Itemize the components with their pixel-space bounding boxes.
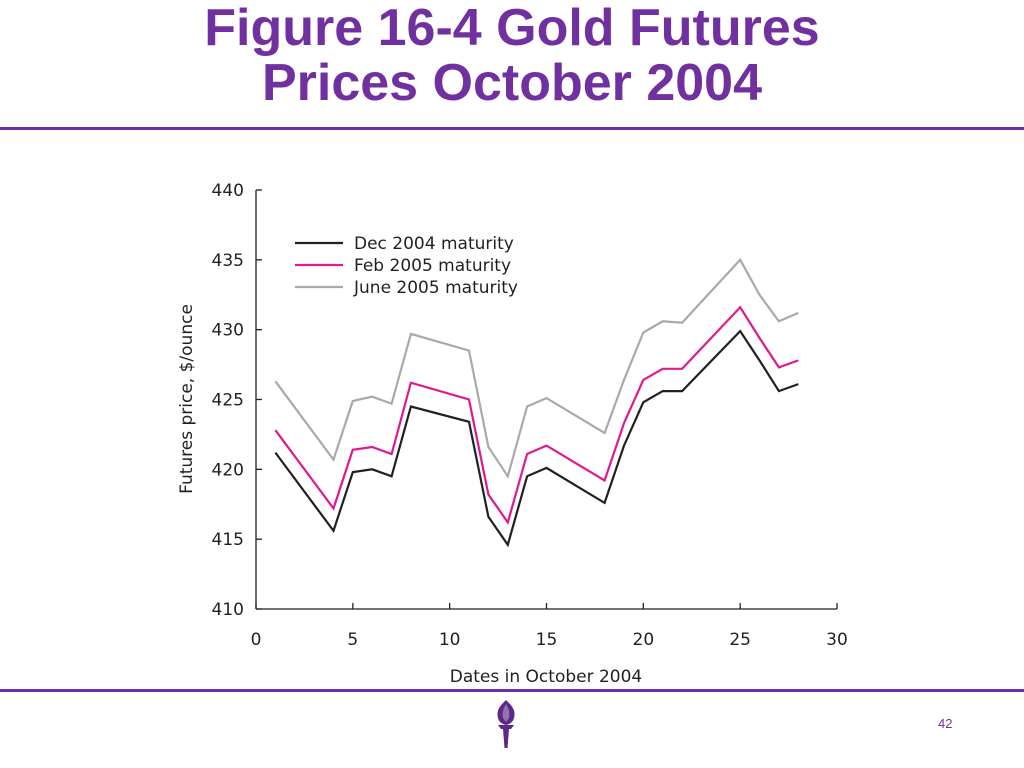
title-divider xyxy=(0,127,1024,130)
slide-title: Figure 16-4 Gold Futures Prices October … xyxy=(0,1,1024,111)
chart-series-lines xyxy=(274,257,799,548)
legend-label-1: Feb 2005 maturity xyxy=(354,256,511,276)
y-tick-label: 440 xyxy=(212,181,244,201)
y-tick-label: 415 xyxy=(212,530,244,550)
torch-icon xyxy=(497,700,515,748)
y-tick-label: 410 xyxy=(212,600,244,620)
slide-number: 42 xyxy=(938,716,953,731)
series-line-0 xyxy=(274,329,799,548)
x-tick-label: 10 xyxy=(439,630,461,650)
x-tick-label: 15 xyxy=(536,630,558,650)
slide-title-line-1: Figure 16-4 Gold Futures xyxy=(204,0,820,57)
footer-divider xyxy=(0,689,1024,692)
y-tick-label: 430 xyxy=(212,321,244,341)
x-tick-label: 5 xyxy=(347,630,358,650)
legend-label-2: June 2005 maturity xyxy=(353,278,518,298)
y-tick-label: 420 xyxy=(212,460,244,480)
x-axis-label: Dates in October 2004 xyxy=(450,667,643,687)
x-tick-label: 25 xyxy=(729,630,751,650)
y-axis-label: Futures price, $/ounce xyxy=(177,304,197,494)
slide-title-line-2: Prices October 2004 xyxy=(261,54,763,112)
legend-label-0: Dec 2004 maturity xyxy=(354,234,514,254)
x-tick-label: 0 xyxy=(251,630,262,650)
chart-axes: 410 415 420 425 430 435 440 0 5 10 15 20 25 30 xyxy=(212,181,848,650)
series-line-1 xyxy=(274,305,799,525)
y-tick-label: 425 xyxy=(212,391,244,411)
x-tick-label: 20 xyxy=(633,630,655,650)
series-line-2 xyxy=(274,257,799,479)
y-tick-label: 435 xyxy=(212,251,244,271)
x-tick-label: 30 xyxy=(826,630,848,650)
